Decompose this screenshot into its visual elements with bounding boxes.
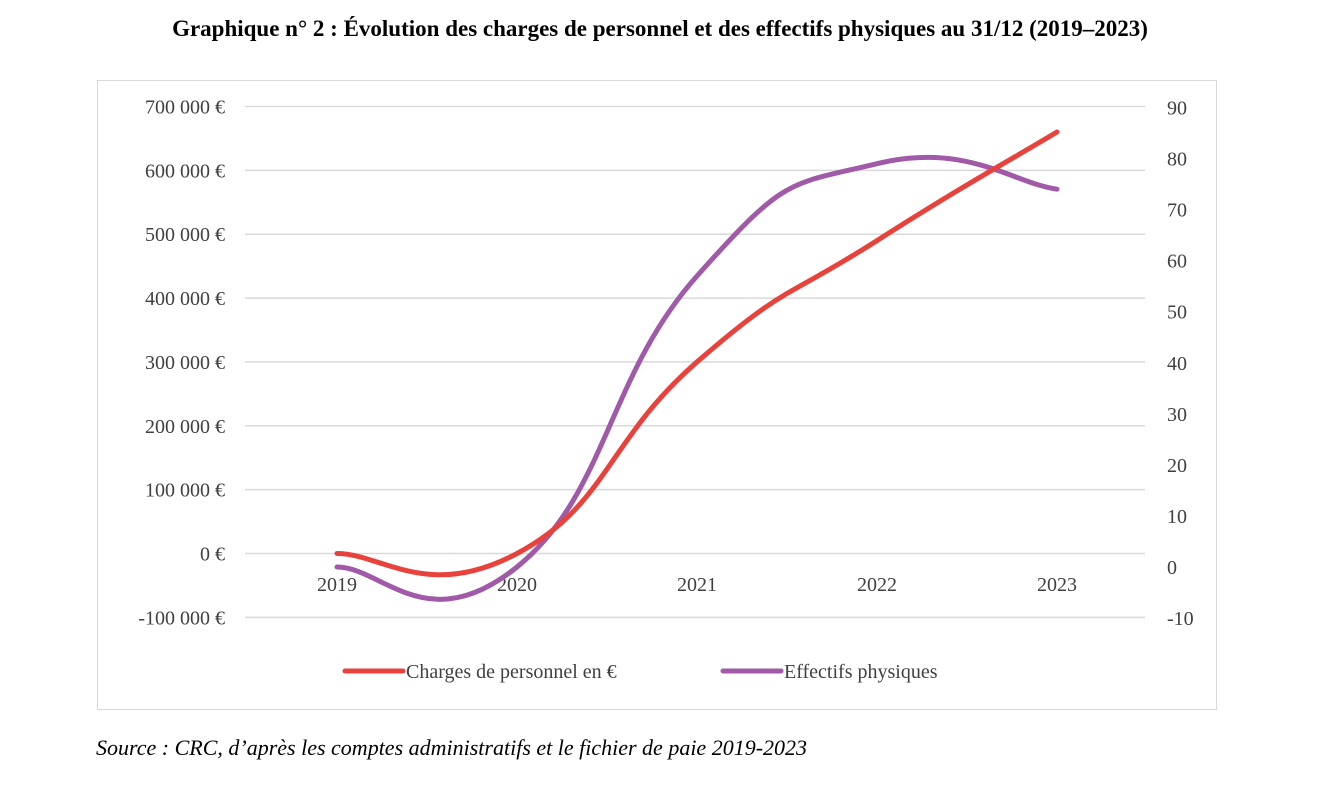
source-note: Source : CRC, d’après les comptes admini… [96, 735, 808, 760]
x-tick-label: 2021 [677, 574, 717, 596]
left-axis-ticks: -100 000 € 0 € 100 000 € 200 000 € 300 000 €… [138, 97, 225, 630]
x-tick-label: 2023 [1037, 574, 1077, 596]
right-axis-ticks: -10 0 10 20 30 40 50 60 70 80 90 [1167, 98, 1194, 631]
series-line-effectifs [334, 154, 1060, 602]
chart-frame [97, 80, 1217, 710]
right-tick-label: -10 [1167, 608, 1194, 630]
right-tick-label: 20 [1167, 455, 1187, 477]
left-tick-label: 0 € [200, 544, 225, 566]
series-lines [334, 129, 1060, 602]
left-tick-label: 600 000 € [145, 160, 225, 182]
left-tick-label: 100 000 € [145, 480, 225, 502]
right-tick-label: 0 [1167, 557, 1177, 579]
chart-title: Graphique n° 2 : Évolution des charges d… [172, 16, 1148, 41]
right-tick-label: 90 [1167, 98, 1187, 120]
left-tick-label: 400 000 € [145, 288, 225, 310]
left-tick-label: 500 000 € [145, 224, 225, 246]
right-tick-label: 60 [1167, 251, 1187, 273]
left-tick-label: 200 000 € [145, 416, 225, 438]
x-tick-label: 2019 [317, 574, 357, 596]
right-tick-label: 40 [1167, 353, 1187, 375]
legend: Charges de personnel en € Effectifs physi… [342, 661, 938, 683]
legend-label: Effectifs physiques [784, 661, 938, 683]
grid-lines [245, 105, 1145, 619]
legend-label: Charges de personnel en € [406, 661, 617, 683]
right-tick-label: 70 [1167, 200, 1187, 222]
left-tick-label: -100 000 € [138, 607, 225, 629]
right-tick-label: 30 [1167, 404, 1187, 426]
x-axis-ticks: 2019 2020 2021 2022 2023 [317, 574, 1077, 596]
x-tick-label: 2020 [497, 574, 537, 596]
right-tick-label: 50 [1167, 302, 1187, 324]
series-line-charges [334, 129, 1060, 578]
left-tick-label: 700 000 € [145, 97, 225, 119]
right-tick-label: 10 [1167, 506, 1187, 528]
right-tick-label: 80 [1167, 149, 1187, 171]
x-tick-label: 2022 [857, 574, 897, 596]
left-tick-label: 300 000 € [145, 352, 225, 374]
